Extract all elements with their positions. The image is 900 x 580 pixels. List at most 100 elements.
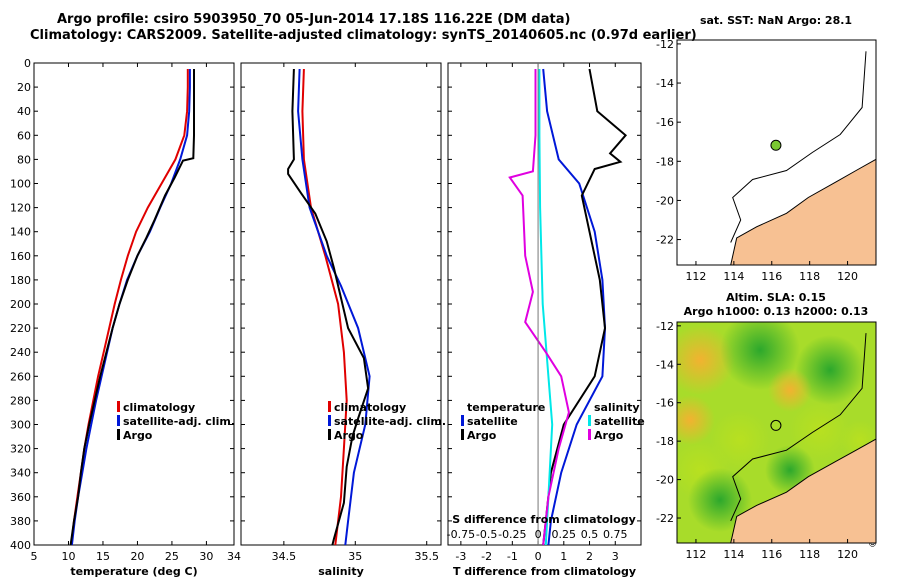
- series-argo: [69, 69, 195, 546]
- sla-anomaly: [768, 368, 812, 412]
- legend-swatch: [588, 415, 591, 426]
- x-tick-label: 10: [61, 550, 75, 563]
- y-tick-label: -14: [656, 358, 674, 371]
- x-tick-label: -3: [455, 550, 466, 563]
- y-tick-label: -20: [656, 474, 674, 487]
- y-tick-label: 80: [17, 153, 31, 166]
- x-tick-label: 112: [685, 270, 706, 283]
- y-tick-label: -12: [656, 38, 674, 51]
- x-tick-label: 120: [837, 270, 858, 283]
- y-tick-label: 240: [10, 346, 31, 359]
- panel-salinity: 34.5 35 35.5 salinity climatologysatellite-a…: [240, 62, 446, 578]
- x-tick-label: 35: [348, 550, 362, 563]
- legend-title-salinity: salinity: [594, 401, 640, 414]
- bathymetry-contour: [730, 333, 867, 522]
- legend-label: satellite-adj. clim.: [123, 415, 235, 428]
- y-tick-label: 300: [10, 419, 31, 432]
- y-tick-label: 340: [10, 467, 31, 480]
- x-tick-label: 5: [31, 550, 38, 563]
- x-tick-label: -2: [481, 550, 492, 563]
- x-tick-label: 118: [799, 548, 820, 561]
- x-tick-label: 20: [130, 550, 144, 563]
- legend-label: satellite: [594, 415, 645, 428]
- x-tick-label: 114: [723, 548, 744, 561]
- argo-position-marker: [770, 139, 782, 151]
- legend-label: climatology: [334, 401, 406, 414]
- x-axis-label: T difference from climatology: [453, 565, 636, 578]
- y-tick-label: 400: [10, 539, 31, 552]
- x-tick-label: 114: [723, 270, 744, 283]
- argo-position-marker: [770, 419, 782, 431]
- x-tick-label: -1: [507, 550, 518, 563]
- legend-swatch: [328, 429, 331, 440]
- panel-altimetry-map: 112 114 116 118 120 -12 -14 -16 -18 -20 -22 Altim. …: [656, 291, 877, 561]
- title-line-2: Climatology: CARS2009. Satellite-adjuste…: [30, 28, 697, 43]
- y-tick-label: 180: [10, 274, 31, 287]
- bathymetry-contour: [730, 51, 867, 243]
- panel-temperature: 0 20 40 60 80 100 120 140 160 180 200 220 240 260 280 3…: [10, 57, 241, 578]
- y-tick-label: 100: [10, 178, 31, 191]
- s-tick-label: -0.25: [498, 528, 526, 541]
- land-area: [730, 158, 877, 266]
- sla-anomaly: [688, 468, 752, 532]
- s-tick-label: 0.5: [581, 528, 599, 541]
- panel-frame: [447, 62, 642, 546]
- y-tick-label: -16: [656, 397, 674, 410]
- y-tick-label: 140: [10, 226, 31, 239]
- y-tick-label: -16: [656, 116, 674, 129]
- y-tick-label: 220: [10, 322, 31, 335]
- legend-label: satellite: [467, 415, 518, 428]
- x-tick-label: 34: [227, 550, 241, 563]
- sla-anomaly: [677, 395, 715, 445]
- y-tick-label: 20: [17, 81, 31, 94]
- legend-swatch: [328, 415, 331, 426]
- legend-label: Argo: [334, 429, 364, 442]
- s-tick-label: -0.75: [447, 528, 475, 541]
- legend-label: satellite-adj. clim.: [334, 415, 446, 428]
- sla-anomaly: [677, 325, 735, 395]
- panel-frame: [33, 62, 235, 546]
- series-s-satellite: [538, 69, 554, 546]
- legend-swatch: [461, 415, 464, 426]
- series-t-argo: [542, 68, 628, 546]
- y-tick-label: 360: [10, 491, 31, 504]
- legend-label: Argo: [467, 429, 497, 442]
- y-tick-label: 120: [10, 202, 31, 215]
- y-tick-label: 280: [10, 394, 31, 407]
- sla-anomaly: [710, 410, 770, 470]
- s-tick-label: -0.5: [476, 528, 497, 541]
- legend-swatch: [461, 429, 464, 440]
- panel-frame: [240, 62, 442, 546]
- x-tick-label: 35.5: [414, 550, 439, 563]
- y-tick-label: 0: [24, 57, 31, 70]
- y-tick-label: 260: [10, 370, 31, 383]
- x-tick-label: 3: [612, 550, 619, 563]
- y-tick-label: 40: [17, 105, 31, 118]
- x-tick-label: 30: [199, 550, 213, 563]
- series-climatology: [70, 69, 189, 546]
- x-tick-label: 0: [535, 550, 542, 563]
- x-tick-label: 2: [586, 550, 593, 563]
- y-tick-label: -22: [656, 234, 674, 247]
- y-tick-label: 320: [10, 443, 31, 456]
- y-tick-label: 160: [10, 250, 31, 263]
- legend-title-temperature: temperature: [467, 401, 545, 414]
- sla-anomaly: [795, 335, 865, 405]
- series-argo: [287, 68, 370, 546]
- series-satellite-adj-clim-: [297, 68, 371, 546]
- x-tick-label: 34.5: [272, 550, 297, 563]
- x-tick-label: 116: [761, 548, 782, 561]
- x-tick-label: 15: [96, 550, 110, 563]
- y-tick-label: -20: [656, 194, 674, 207]
- title-line-1: Argo profile: csiro 5903950_70 05-Jun-20…: [57, 12, 571, 27]
- s-tick-label: 0: [535, 528, 542, 541]
- panel-sst-map: 112 114 116 118 120 -12 -14 -16 -18 -20 -22 sat. SS…: [656, 14, 877, 283]
- map-title: sat. SST: NaN Argo: 28.1: [700, 14, 852, 27]
- y-tick-label: -12: [656, 320, 674, 333]
- series-t-satellite: [542, 68, 607, 546]
- y-tick-label: -14: [656, 77, 674, 90]
- s-tick-label: 0.25: [552, 528, 577, 541]
- series-climatology: [301, 68, 348, 546]
- top-axis-label: S difference from climatology: [452, 513, 636, 526]
